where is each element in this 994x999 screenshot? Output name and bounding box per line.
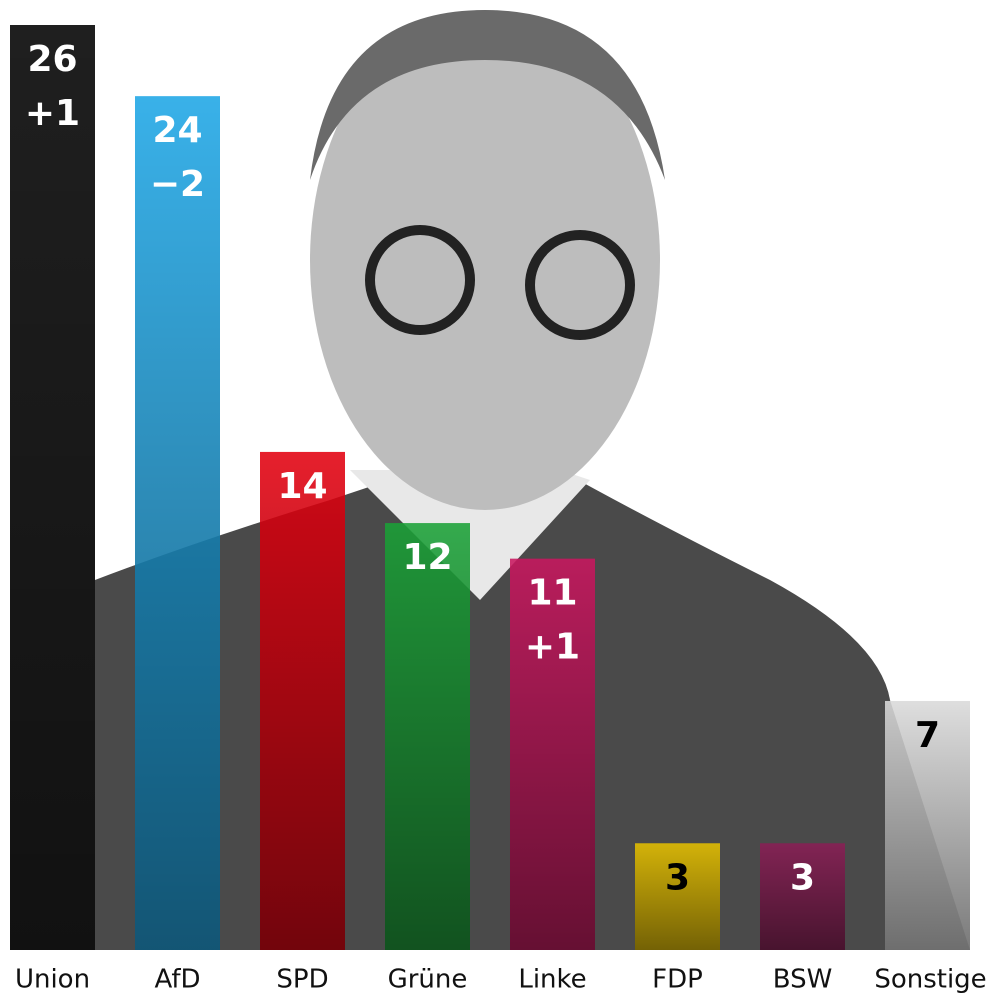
value-label: 11: [527, 573, 577, 614]
x-tick-label: SPD: [276, 965, 328, 995]
chart: 26 +1 Union 24 −2 AfD 14 SPD 12 Grüne 11 +1 Linke 3 FD…: [0, 0, 994, 999]
bar-shade: [510, 559, 595, 950]
value-label: 3: [665, 857, 690, 898]
bar-shade: [135, 96, 220, 950]
bar-shade: [260, 452, 345, 950]
x-tick-label: Union: [15, 965, 90, 995]
x-tick-label: Linke: [518, 965, 586, 995]
value-label: 12: [402, 537, 452, 578]
x-tick-label: FDP: [652, 965, 703, 995]
bar-shade: [10, 25, 95, 950]
value-label: 14: [277, 466, 327, 507]
value-label: 26: [27, 39, 77, 80]
change-label: +1: [25, 93, 80, 134]
change-label: +1: [525, 627, 580, 668]
x-tick-label: Grüne: [388, 965, 468, 995]
value-label: 3: [790, 857, 815, 898]
value-label: 7: [915, 715, 940, 756]
value-label: 24: [152, 110, 202, 151]
x-tick-label: AfD: [154, 965, 200, 995]
change-label: −2: [150, 164, 205, 205]
bar-shade: [385, 523, 470, 950]
x-tick-label: Sonstige: [874, 965, 986, 995]
x-tick-label: BSW: [773, 965, 833, 995]
